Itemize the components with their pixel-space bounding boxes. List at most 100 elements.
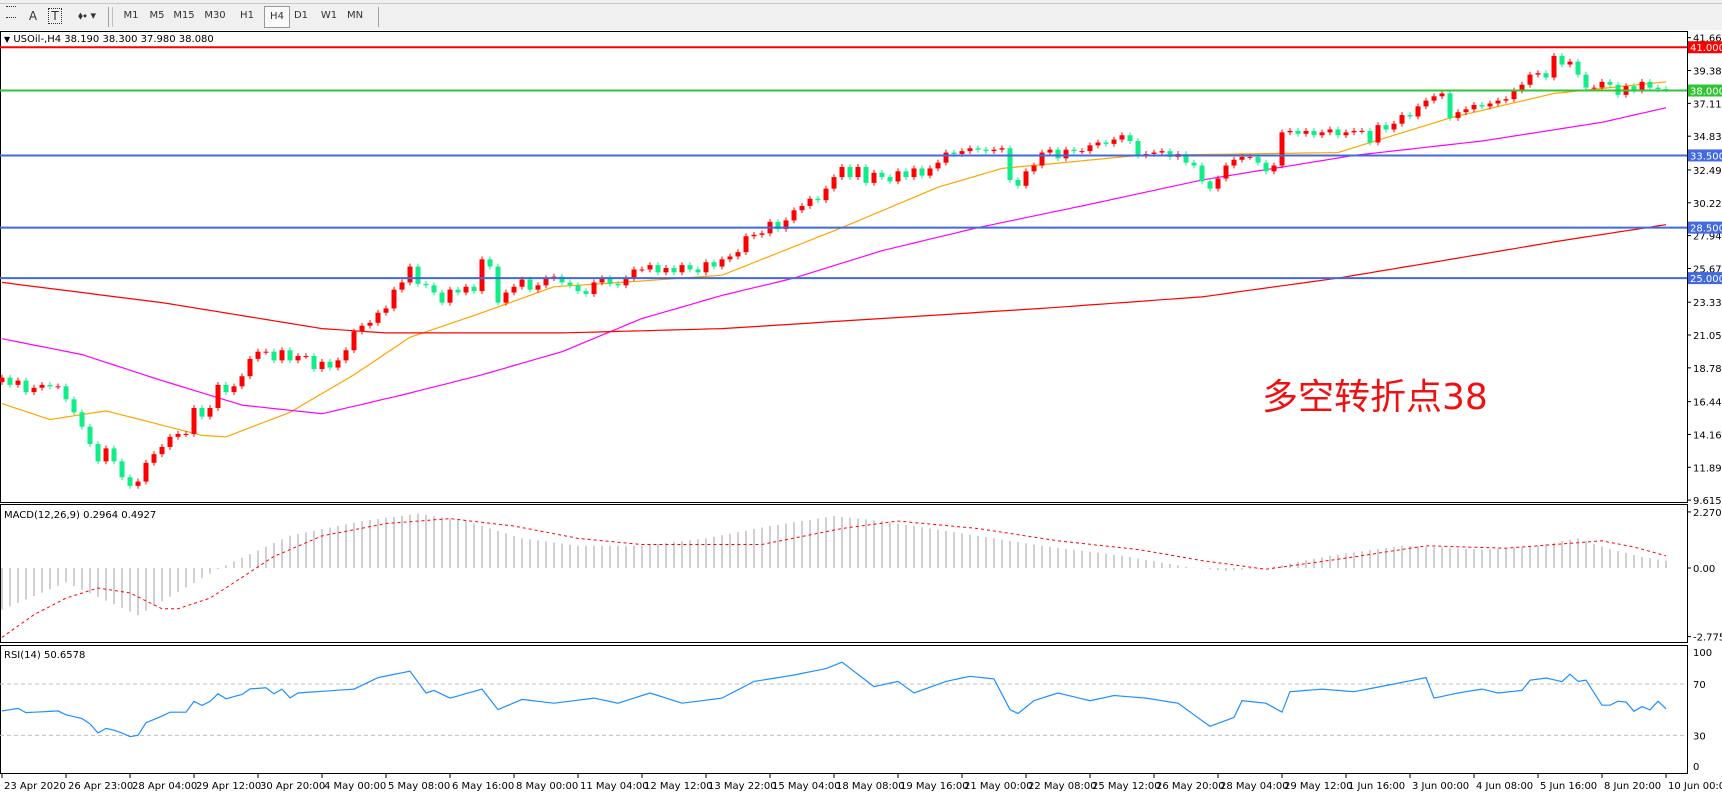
time-label: 28 May 04:00	[1220, 781, 1289, 792]
candle	[1343, 129, 1349, 139]
candle	[871, 169, 877, 186]
candle	[1583, 71, 1589, 91]
timeframe-mn[interactable]: MN	[346, 10, 364, 21]
toolbar-separator	[378, 7, 379, 27]
timeframe-h1[interactable]: H1	[240, 10, 254, 21]
period-separator-button[interactable]	[2, 6, 20, 26]
candle	[103, 445, 109, 465]
arrows-tool-button[interactable]: ⬧⬩ ▾	[72, 6, 102, 26]
candle	[71, 396, 77, 416]
candle-body	[119, 461, 125, 478]
candle-body	[1191, 162, 1197, 166]
candle-body	[1503, 99, 1509, 101]
candle	[831, 174, 837, 192]
candle-body	[1647, 81, 1653, 88]
candle-body	[703, 262, 709, 273]
candle	[975, 145, 981, 153]
candle	[215, 381, 221, 411]
candle	[151, 451, 157, 466]
candle	[1335, 126, 1341, 139]
candle-body	[983, 149, 989, 152]
candle	[1407, 112, 1413, 120]
candle-body	[0, 377, 5, 382]
candle-body	[343, 350, 349, 361]
candle	[1039, 149, 1045, 169]
candle	[943, 149, 949, 166]
macd-label: MACD(12,26,9) 0.2964 0.4927	[4, 510, 157, 521]
candle-body	[631, 269, 637, 279]
candle	[1095, 139, 1101, 149]
candle	[1495, 97, 1501, 107]
candle	[983, 146, 989, 155]
candle-body	[1471, 104, 1477, 110]
timeframe-m15[interactable]: M15	[173, 10, 195, 21]
candle-body	[7, 377, 13, 385]
arrows-icon: ⬧⬩ ▾	[78, 9, 96, 22]
price-tick-label: 32.495	[1693, 166, 1722, 177]
timeframe-d1[interactable]: D1	[293, 10, 309, 21]
candle	[911, 165, 917, 180]
period-separator-icon	[6, 6, 16, 18]
candle	[895, 168, 901, 185]
timeframe-w1[interactable]: W1	[320, 10, 338, 21]
candle-body	[1599, 81, 1605, 88]
candle	[1279, 129, 1285, 169]
collapse-icon[interactable]: ▼	[4, 35, 11, 44]
candle	[687, 262, 693, 273]
timeframe-m1[interactable]: M1	[123, 10, 139, 21]
candle-body	[503, 292, 509, 303]
chart-annotation: 多空转折点38	[1262, 377, 1488, 418]
candle-body	[927, 168, 933, 176]
candle	[879, 169, 885, 180]
candle	[575, 282, 581, 294]
time-label: 5 May 08:00	[388, 781, 450, 792]
candle-body	[407, 266, 413, 283]
price-tick-label: 30.220	[1693, 199, 1722, 210]
candle	[527, 276, 533, 293]
candle-body	[439, 292, 445, 303]
timeframe-m5[interactable]: M5	[149, 10, 165, 21]
level-price-label: 33.500	[1690, 151, 1722, 162]
price-tick-label: 27.945	[1693, 232, 1722, 243]
candle	[439, 289, 445, 306]
candle-body	[1351, 130, 1357, 133]
time-label: 11 May 04:00	[580, 781, 649, 792]
time-label: 5 Jun 16:00	[1540, 781, 1597, 792]
candle-body	[223, 384, 229, 393]
candle-body	[23, 380, 29, 393]
candle	[7, 374, 13, 388]
candle-body	[1015, 179, 1021, 186]
timeframe-h4[interactable]: H4	[264, 6, 290, 28]
candle	[199, 405, 205, 420]
candle	[1519, 81, 1525, 94]
price-tick-label: 11.890	[1693, 463, 1722, 474]
candle	[63, 383, 69, 403]
time-label: 29 May 12:00	[1284, 781, 1353, 792]
candle	[31, 384, 37, 395]
candle-body	[655, 265, 661, 273]
macd-tick-label: -2.7759	[1693, 633, 1722, 644]
text-tool-button[interactable]: A	[24, 6, 42, 26]
candle-body	[367, 322, 373, 326]
candle-body	[351, 331, 357, 351]
candle	[759, 230, 765, 238]
candle-body	[711, 262, 717, 267]
candle-body	[727, 256, 733, 260]
candle-body	[247, 358, 253, 377]
price-tick-label: 39.385	[1693, 67, 1722, 78]
candle-body	[1391, 123, 1397, 130]
time-label: 30 Apr 20:00	[260, 781, 325, 792]
chart-title: USOil-,H4 38.190 38.300 37.980 38.080	[13, 34, 214, 45]
candle	[751, 231, 757, 240]
candle	[1207, 178, 1213, 192]
macd-tick-label: 0.00	[1693, 564, 1715, 575]
candle	[1575, 58, 1581, 78]
candle-body	[183, 433, 189, 435]
timeframe-m30[interactable]: M30	[204, 10, 226, 21]
candle	[967, 145, 973, 155]
candle-body	[687, 265, 693, 270]
candle	[783, 217, 789, 232]
candle-body	[647, 265, 653, 270]
text-label-tool-button[interactable]: T	[46, 6, 64, 26]
